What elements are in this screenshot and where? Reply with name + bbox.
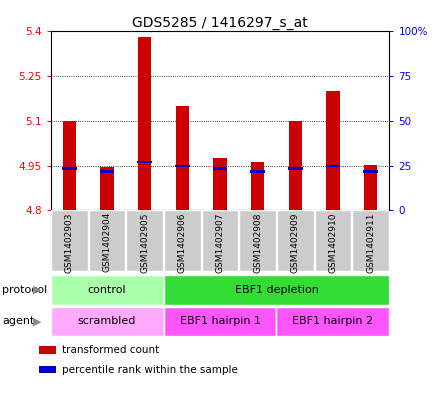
- Bar: [364, 165, 377, 210]
- Bar: [288, 167, 303, 169]
- Text: GSM1402911: GSM1402911: [366, 212, 375, 273]
- FancyBboxPatch shape: [276, 307, 389, 336]
- Bar: [326, 91, 340, 210]
- Text: scrambled: scrambled: [78, 316, 136, 326]
- Bar: [251, 162, 264, 210]
- Text: GSM1402909: GSM1402909: [291, 212, 300, 273]
- Bar: [137, 161, 152, 163]
- Bar: [363, 171, 378, 173]
- FancyBboxPatch shape: [126, 210, 163, 271]
- Bar: [62, 167, 77, 169]
- FancyBboxPatch shape: [164, 210, 201, 271]
- Bar: [213, 158, 227, 210]
- Text: EBF1 hairpin 2: EBF1 hairpin 2: [292, 316, 374, 326]
- Bar: [63, 121, 76, 210]
- Text: GSM1402907: GSM1402907: [216, 212, 224, 273]
- Bar: [289, 121, 302, 210]
- Text: protocol: protocol: [2, 285, 48, 295]
- Bar: [250, 171, 265, 173]
- FancyBboxPatch shape: [202, 210, 238, 271]
- Text: ▶: ▶: [33, 285, 42, 295]
- FancyBboxPatch shape: [315, 210, 351, 271]
- Text: agent: agent: [2, 316, 35, 326]
- Title: GDS5285 / 1416297_s_at: GDS5285 / 1416297_s_at: [132, 17, 308, 30]
- FancyBboxPatch shape: [164, 275, 389, 305]
- Text: GSM1402903: GSM1402903: [65, 212, 74, 273]
- Text: control: control: [88, 285, 126, 295]
- FancyBboxPatch shape: [51, 210, 88, 271]
- FancyBboxPatch shape: [277, 210, 314, 271]
- Text: GSM1402910: GSM1402910: [328, 212, 337, 273]
- Text: EBF1 hairpin 1: EBF1 hairpin 1: [180, 316, 260, 326]
- Text: percentile rank within the sample: percentile rank within the sample: [62, 365, 238, 375]
- FancyBboxPatch shape: [352, 210, 389, 271]
- Text: GSM1402908: GSM1402908: [253, 212, 262, 273]
- Bar: [213, 167, 227, 169]
- FancyBboxPatch shape: [89, 210, 125, 271]
- Bar: [326, 165, 340, 167]
- Bar: [100, 171, 114, 173]
- Bar: [100, 167, 114, 210]
- Bar: [39, 346, 56, 354]
- Bar: [176, 106, 189, 210]
- FancyBboxPatch shape: [51, 307, 164, 336]
- Text: transformed count: transformed count: [62, 345, 160, 355]
- FancyBboxPatch shape: [239, 210, 276, 271]
- FancyBboxPatch shape: [164, 307, 276, 336]
- Text: GSM1402906: GSM1402906: [178, 212, 187, 273]
- Text: EBF1 depletion: EBF1 depletion: [235, 285, 319, 295]
- Text: ▶: ▶: [33, 316, 42, 326]
- Bar: [175, 165, 190, 167]
- Bar: [138, 37, 151, 210]
- Text: GSM1402904: GSM1402904: [103, 212, 112, 272]
- Text: GSM1402905: GSM1402905: [140, 212, 149, 273]
- FancyBboxPatch shape: [51, 275, 164, 305]
- Bar: [39, 365, 56, 373]
